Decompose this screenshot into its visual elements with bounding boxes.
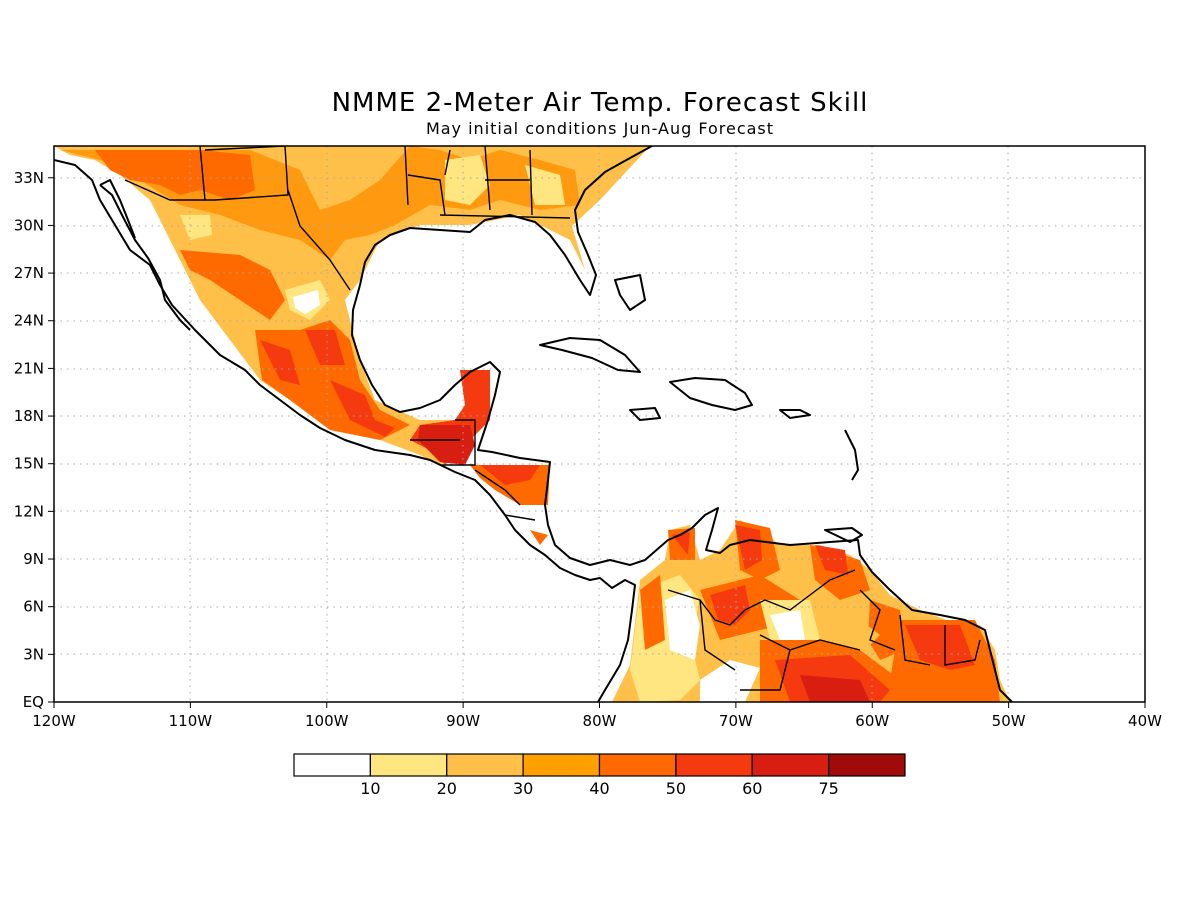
lon-tick-label: 60W: [855, 712, 889, 730]
colorbar-label: 75: [818, 779, 838, 798]
lat-tick-label: 18N: [14, 407, 44, 425]
colorbar-labels: 10 20 30 40 50 60 75: [360, 779, 839, 798]
lat-tick-label: 3N: [23, 645, 44, 663]
map-subtitle: May initial conditions Jun-Aug Forecast: [426, 119, 774, 138]
colorbar-swatch: [369, 753, 448, 777]
political-borders: [124, 146, 981, 691]
colorbar-swatch: [598, 753, 677, 777]
lat-tick-label: 21N: [14, 359, 44, 377]
colorbar-label: 60: [742, 779, 762, 798]
colorbar-label: 30: [513, 779, 533, 798]
lat-tick-label: 30N: [14, 216, 44, 234]
colorbar-swatch: [751, 753, 830, 777]
lon-tick-label: 90W: [446, 712, 480, 730]
lon-tick-label: 40W: [1128, 712, 1162, 730]
lat-tick-label: 9N: [23, 550, 44, 568]
colorbar-label: 10: [360, 779, 380, 798]
colorbar-swatch: [522, 753, 601, 777]
colorbar-label: 50: [666, 779, 686, 798]
lon-tick-label: 100W: [305, 712, 349, 730]
colorbar-label: 40: [589, 779, 609, 798]
lon-tick-label: 120W: [32, 712, 76, 730]
skill-shading-south-america: [612, 520, 1010, 702]
lon-tick-label: 50W: [992, 712, 1026, 730]
coastlines: [54, 146, 1013, 702]
lat-tick-label: 24N: [14, 312, 44, 330]
colorbar-swatch: [828, 753, 906, 777]
lat-tick-label: 33N: [14, 169, 44, 187]
colorbar-label: 20: [437, 779, 457, 798]
colorbar-boxes: [293, 753, 906, 777]
colorbar: 10 20 30 40 50 60 75: [293, 753, 906, 798]
skill-shading-north-america: [54, 146, 650, 545]
lat-tick-label: 27N: [14, 264, 44, 282]
map-panel: [54, 146, 1145, 702]
map-title: NMME 2-Meter Air Temp. Forecast Skill: [332, 88, 869, 118]
lat-tick-label: 12N: [14, 502, 44, 520]
lat-tick-label: EQ: [23, 693, 44, 711]
lat-tick-label: 15N: [14, 455, 44, 473]
lon-tick-label: 80W: [583, 712, 617, 730]
colorbar-swatch: [293, 753, 371, 777]
lon-tick-label: 110W: [169, 712, 213, 730]
axis-ticks: 120W 110W 100W 90W 80W 70W 60W 50W 40W EQ 3N 6N 9N 12…: [14, 169, 1162, 730]
lat-tick-label: 6N: [23, 598, 44, 616]
colorbar-swatch: [446, 753, 524, 777]
lon-tick-label: 70W: [719, 712, 753, 730]
colorbar-swatch: [675, 753, 753, 777]
